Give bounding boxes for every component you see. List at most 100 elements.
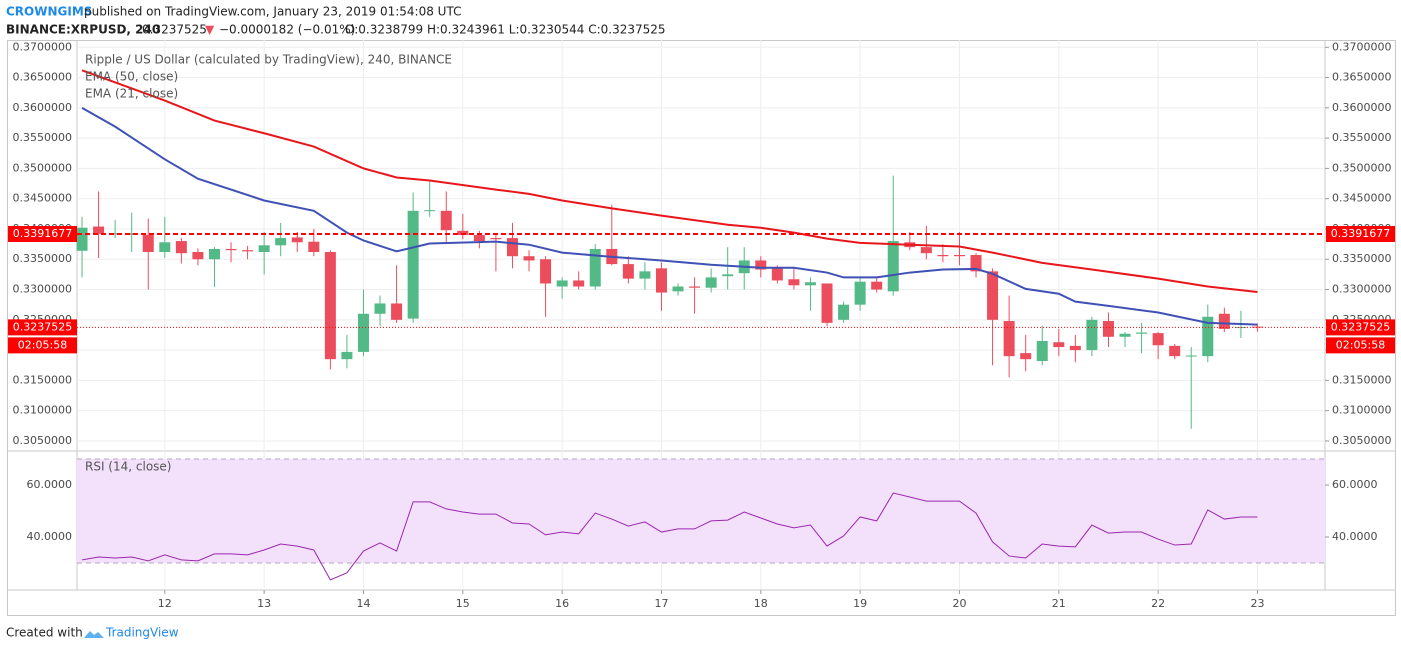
- candle-body: [258, 245, 270, 252]
- candle-body: [242, 250, 254, 252]
- y-tick-label: 0.3150000: [1332, 373, 1392, 386]
- candle-body: [556, 280, 568, 287]
- candle-body: [93, 226, 105, 234]
- y-tick-label-left: 60.0000: [27, 478, 73, 491]
- x-tick-label: 13: [257, 597, 271, 610]
- y-tick-label: 0.3100000: [1332, 404, 1392, 417]
- y-tick-label-left: 0.3150000: [13, 373, 73, 386]
- change-arrow: ▼: [205, 23, 215, 37]
- candle-body: [308, 241, 320, 252]
- x-tick-label: 23: [1250, 597, 1264, 610]
- y-tick-label-left: 0.3650000: [13, 71, 73, 84]
- candle-body: [987, 271, 999, 320]
- candle-body: [1003, 321, 1015, 357]
- author[interactable]: CROWNGIMS: [6, 5, 92, 19]
- price-label-box: [1326, 226, 1395, 243]
- y-tick-label: 60.0000: [1332, 478, 1378, 491]
- candle-body: [76, 227, 88, 251]
- countdown-box: [1326, 337, 1395, 354]
- candle-body: [192, 251, 204, 260]
- candle-body: [871, 281, 883, 290]
- candle-body: [1136, 332, 1148, 334]
- y-tick-label-left: 0.3450000: [13, 192, 73, 205]
- candle-body: [1169, 345, 1181, 357]
- y-tick-label-left: 0.3050000: [13, 434, 73, 447]
- price-label: 0.3391677: [13, 227, 73, 240]
- y-tick-label: 0.3300000: [1332, 283, 1392, 296]
- y-tick-label-left: 0.3100000: [13, 404, 73, 417]
- y-tick-label-left: 0.3350000: [13, 252, 73, 265]
- candle-body: [639, 271, 651, 279]
- price-label: 0.3391677: [1331, 227, 1391, 240]
- candle-body: [540, 259, 552, 284]
- candle-body: [391, 303, 403, 320]
- candle-body: [1152, 333, 1164, 346]
- y-tick-label: 0.3350000: [1332, 252, 1392, 265]
- ema-line: [81, 69, 1258, 293]
- candle-body: [970, 255, 982, 272]
- candle-body: [1053, 342, 1065, 348]
- lines-layer: [77, 69, 1325, 581]
- candle-body: [324, 251, 336, 360]
- candle-body: [374, 303, 386, 314]
- y-tick-label: 0.3650000: [1332, 71, 1392, 84]
- candle-body: [1020, 353, 1032, 360]
- candle-body: [275, 238, 287, 246]
- candle-body: [473, 235, 485, 242]
- candle-body: [175, 241, 187, 254]
- change: −0.0000182 (−0.01%): [219, 23, 355, 37]
- price-label: 0.3237525: [13, 320, 73, 333]
- candle-body: [109, 233, 121, 235]
- candle-body: [573, 280, 585, 287]
- y-tick-label-left: 0.3550000: [13, 131, 73, 144]
- ema-line: [81, 106, 1258, 326]
- price-label: 0.3237525: [1331, 320, 1391, 333]
- candle-body: [771, 268, 783, 281]
- published: published on TradingView.com, January 23…: [84, 5, 461, 19]
- candle-body: [142, 235, 154, 252]
- x-tick-label: 20: [952, 597, 966, 610]
- candle-body: [1202, 316, 1214, 357]
- candle-body: [920, 247, 932, 254]
- candle-body: [672, 286, 684, 292]
- footer-brand[interactable]: TradingView: [105, 626, 179, 640]
- candle-body: [440, 210, 452, 231]
- candle-body: [506, 238, 518, 257]
- candle-body: [887, 241, 899, 292]
- candle-body: [1036, 341, 1048, 361]
- candle-body: [341, 351, 353, 360]
- candle-body: [490, 238, 502, 240]
- pane-title: Ripple / US Dollar (calculated by Tradin…: [85, 53, 452, 67]
- candle-body: [208, 248, 220, 260]
- candle-body: [705, 277, 717, 288]
- x-tick-label: 14: [356, 597, 370, 610]
- symbol: BINANCE:XRPUSD, 240: [6, 23, 160, 37]
- candle-body: [357, 313, 369, 352]
- footer-created: Created with: [6, 626, 83, 640]
- candle-body: [457, 230, 469, 236]
- candle-body: [622, 264, 634, 279]
- candle-body: [788, 279, 800, 286]
- candle-body: [126, 233, 138, 236]
- legend-entry: EMA (50, close): [85, 70, 178, 84]
- candle-body: [838, 304, 850, 320]
- x-tick-label: 21: [1052, 597, 1066, 610]
- candle-body: [1235, 327, 1247, 329]
- x-tick-label: 18: [754, 597, 768, 610]
- y-tick-label-left: 0.3500000: [13, 161, 73, 174]
- y-tick-label: 0.3500000: [1332, 161, 1392, 174]
- band-layer: [77, 458, 1325, 564]
- last-price: 0.3237525: [142, 23, 207, 37]
- labels-layer: Ripple / US Dollar (calculated by Tradin…: [8, 53, 1395, 474]
- y-tick-label: 0.3450000: [1332, 192, 1392, 205]
- y-tick-label-left: 0.3700000: [13, 40, 73, 53]
- candle-body: [225, 248, 237, 251]
- rsi-line: [81, 492, 1258, 581]
- candle-body: [953, 255, 965, 257]
- price-label-box: [8, 319, 77, 336]
- brand-logo: [84, 631, 104, 638]
- price-label-box: [8, 226, 77, 243]
- candle-body: [1069, 345, 1081, 351]
- pane-title: RSI (14, close): [85, 460, 171, 474]
